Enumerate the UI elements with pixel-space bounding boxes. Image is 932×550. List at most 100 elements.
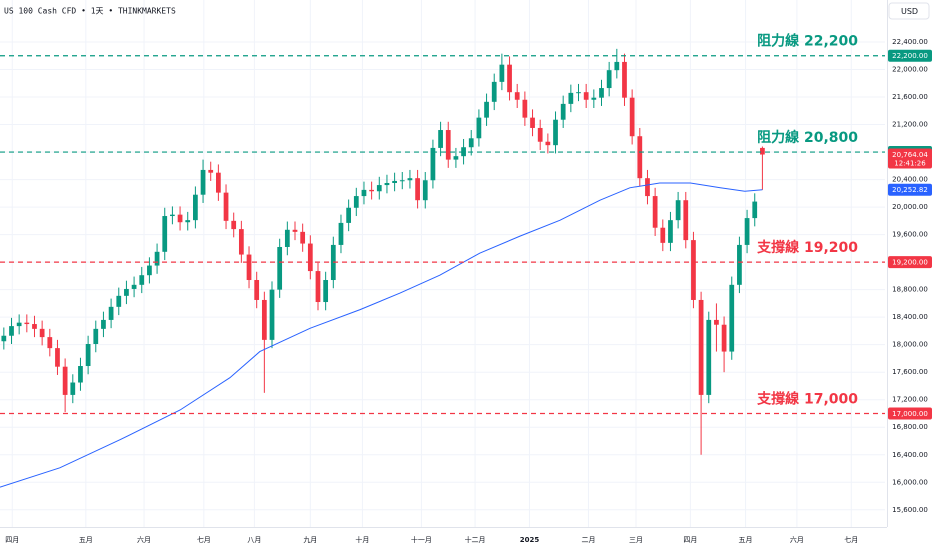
y-tick-label: 18,400.00	[892, 313, 928, 321]
candle-body	[185, 220, 191, 223]
candle-body	[70, 382, 76, 395]
candle-body	[208, 169, 214, 173]
candle-body	[346, 207, 352, 223]
candle-body	[85, 343, 91, 367]
candle-body	[599, 88, 604, 98]
candle-body	[422, 180, 428, 201]
candle-body	[491, 81, 497, 102]
x-tick-label: 八月	[247, 536, 261, 544]
y-tick-label: 17,600.00	[892, 368, 928, 376]
candle-body	[200, 169, 206, 195]
currency-box[interactable]	[888, 2, 930, 20]
candle-body	[683, 200, 689, 241]
candle-body	[399, 180, 405, 182]
currency-label[interactable]: USD	[901, 7, 918, 16]
candle-body	[737, 244, 742, 285]
candle-body	[55, 348, 60, 367]
candle-body	[721, 324, 727, 352]
y-tick-label: 17,200.00	[892, 396, 928, 404]
x-tick-label: 五月	[79, 536, 93, 544]
candle-body	[101, 319, 106, 329]
candle-body	[384, 183, 390, 186]
candle-body	[415, 178, 420, 201]
candle-body	[729, 284, 735, 352]
candle-body	[430, 147, 436, 181]
level-tag	[888, 49, 932, 62]
candle-body	[645, 178, 650, 197]
x-tick-label: 六月	[137, 535, 151, 544]
candle-body	[131, 284, 137, 289]
y-tick-label: 21,600.00	[892, 93, 928, 101]
candle-body	[39, 328, 45, 338]
y-tick-label: 18,800.00	[892, 286, 928, 294]
level-tag-label: 19,200.00	[892, 259, 928, 267]
x-tick-label: 四月	[5, 536, 19, 544]
candle-body	[629, 97, 635, 137]
candle-body	[353, 196, 359, 208]
candle-body	[445, 130, 451, 160]
candle-body	[216, 172, 221, 193]
y-tick-label: 16,800.00	[892, 423, 928, 431]
candle-body	[622, 61, 627, 98]
x-tick-label: 二月	[581, 536, 595, 544]
candle-body	[300, 231, 306, 244]
candle-body	[744, 218, 750, 245]
candle-body	[177, 214, 183, 223]
candle-body	[139, 275, 145, 285]
candle-body	[231, 220, 237, 230]
x-tick-label: 四月	[683, 536, 697, 544]
candle-body	[752, 201, 758, 219]
candle-body	[246, 254, 252, 281]
candle-body	[284, 229, 290, 247]
candle-body	[116, 295, 122, 307]
candle-body	[583, 92, 589, 100]
candle-body	[24, 322, 30, 325]
candle-body	[468, 138, 474, 148]
candle-body	[9, 326, 14, 336]
candle-body	[522, 99, 528, 118]
candle-body	[668, 220, 673, 243]
candle-body	[499, 64, 505, 82]
candle-body	[507, 64, 512, 93]
level-annotation: 支撐線 17,000	[756, 390, 858, 407]
x-tick-label: 2025	[520, 536, 540, 544]
candle-body	[698, 299, 704, 395]
candle-body	[760, 147, 765, 155]
level-tag-label: 17,000.00	[892, 410, 928, 418]
candle-body	[238, 229, 244, 255]
candle-body	[453, 156, 459, 160]
candle-body	[78, 366, 83, 383]
candle-body	[154, 251, 160, 266]
price-tag	[888, 148, 932, 169]
price-tag-countdown: 12:41:26	[894, 160, 926, 168]
y-tick-label: 16,400.00	[892, 451, 928, 459]
candle-body	[553, 119, 558, 146]
candle-body	[392, 180, 397, 184]
candle-body	[484, 101, 489, 118]
candle-body	[514, 92, 520, 100]
candle-body	[530, 117, 535, 128]
candle-body	[269, 289, 275, 340]
candle-body	[193, 194, 198, 221]
x-tick-label: 七月	[844, 535, 858, 544]
price-tag	[888, 183, 932, 196]
candle-body	[560, 103, 566, 120]
level-tag	[888, 407, 932, 420]
candle-body	[675, 200, 681, 221]
price-tag-label: 20,764.04	[892, 151, 928, 159]
candle-body	[691, 240, 696, 300]
candle-body	[315, 271, 321, 303]
x-tick-label: 十一月	[411, 535, 432, 544]
x-tick-label: 三月	[629, 536, 643, 544]
candle-body	[147, 265, 152, 276]
candle-body	[614, 61, 620, 71]
plot-area	[0, 48, 765, 488]
level-tag-label: 22,200.00	[892, 52, 928, 60]
x-tick-label: 五月	[739, 536, 753, 544]
candle-body	[407, 178, 413, 181]
level-annotation: 阻力線 22,200	[757, 33, 858, 50]
moving-average-line	[0, 182, 763, 488]
candle-body	[277, 246, 283, 290]
candle-body	[714, 319, 719, 325]
